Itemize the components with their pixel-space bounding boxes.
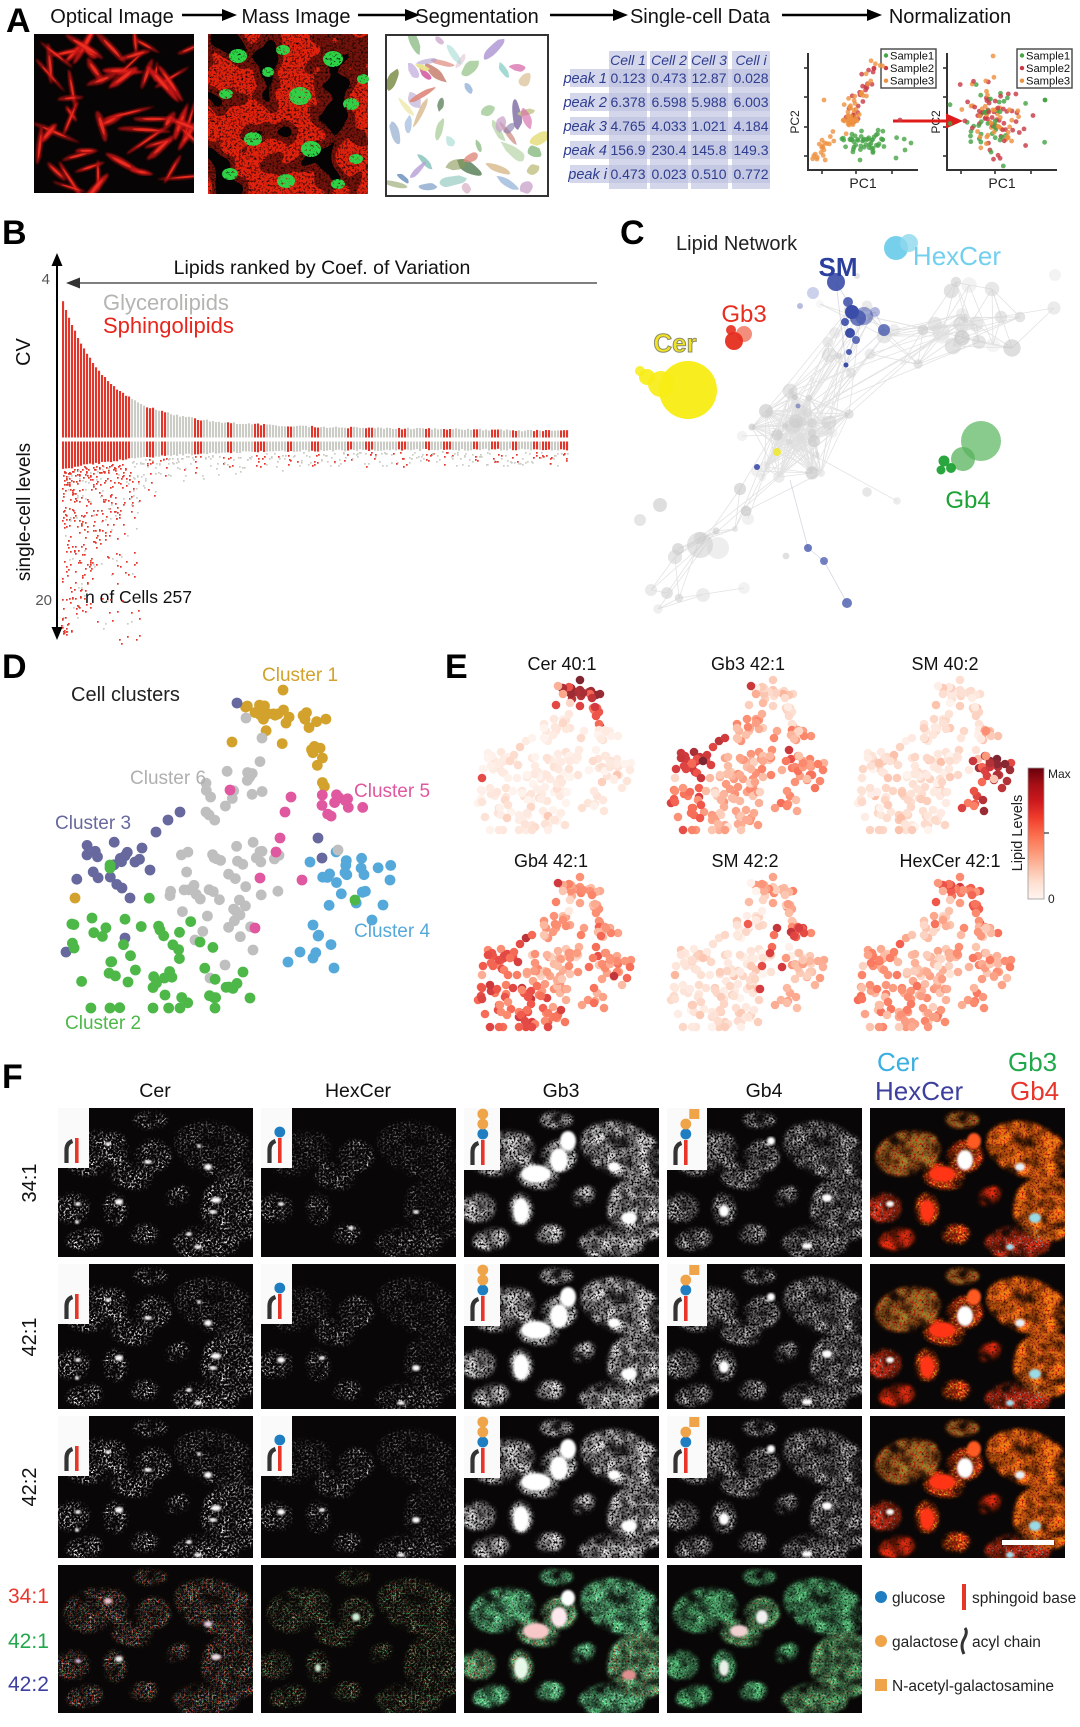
- svg-text:Sample3: Sample3: [1026, 76, 1070, 88]
- svg-text:Mass Image: Mass Image: [242, 6, 351, 28]
- svg-text:Lipid Levels: Lipid Levels: [1010, 795, 1026, 872]
- svg-text:42:2: 42:2: [8, 1673, 49, 1696]
- svg-text:Cell clusters: Cell clusters: [71, 684, 180, 706]
- svg-text:peak 4: peak 4: [562, 143, 607, 159]
- svg-text:Gb3 42:1: Gb3 42:1: [711, 654, 785, 674]
- svg-text:Lipids ranked by Coef. of Vari: Lipids ranked by Coef. of Variation: [174, 257, 471, 279]
- svg-text:6.378: 6.378: [610, 94, 645, 110]
- svg-text:Normalization: Normalization: [889, 6, 1011, 28]
- svg-text:149.3: 149.3: [733, 142, 768, 158]
- svg-text:4.033: 4.033: [651, 118, 686, 134]
- svg-text:HexCer: HexCer: [325, 1080, 392, 1102]
- svg-text:Gb4 42:1: Gb4 42:1: [514, 851, 588, 871]
- svg-text:0: 0: [1048, 892, 1055, 906]
- svg-text:Cer: Cer: [139, 1080, 171, 1102]
- svg-text:6.598: 6.598: [651, 94, 686, 110]
- svg-text:peak 1: peak 1: [562, 71, 607, 87]
- svg-text:Cluster 1: Cluster 1: [262, 665, 338, 686]
- svg-text:C: C: [620, 214, 645, 252]
- svg-text:single-cell levels: single-cell levels: [14, 443, 35, 581]
- svg-text:A: A: [6, 2, 31, 40]
- svg-text:Lipid Network: Lipid Network: [676, 233, 798, 255]
- svg-text:Cell 2: Cell 2: [651, 52, 687, 68]
- svg-text:Sample2: Sample2: [1026, 63, 1070, 75]
- svg-text:Cell 3: Cell 3: [691, 52, 727, 68]
- svg-text:SM: SM: [819, 252, 858, 282]
- svg-text:acyl chain: acyl chain: [972, 1634, 1041, 1651]
- svg-text:Sample3: Sample3: [890, 76, 934, 88]
- svg-text:peak i: peak i: [567, 167, 607, 183]
- svg-text:PC1: PC1: [849, 175, 876, 191]
- svg-text:E: E: [445, 648, 468, 686]
- svg-text:4: 4: [42, 271, 50, 288]
- svg-text:galactose: galactose: [892, 1634, 958, 1651]
- svg-text:Cer 40:1: Cer 40:1: [527, 654, 596, 674]
- svg-text:PC1: PC1: [988, 175, 1015, 191]
- svg-text:Sample1: Sample1: [1026, 51, 1070, 63]
- svg-text:Cell i: Cell i: [735, 52, 767, 68]
- svg-text:0.473: 0.473: [651, 70, 686, 86]
- svg-text:B: B: [2, 214, 27, 252]
- svg-text:Max: Max: [1048, 767, 1071, 781]
- svg-text:Gb3: Gb3: [721, 301, 766, 328]
- svg-text:0.123: 0.123: [610, 70, 645, 86]
- svg-text:Gb3: Gb3: [543, 1080, 580, 1102]
- svg-text:Cluster 3: Cluster 3: [55, 813, 131, 834]
- svg-text:Gb4: Gb4: [945, 487, 990, 514]
- svg-text:HexCer: HexCer: [913, 241, 1001, 271]
- svg-text:Cluster 2: Cluster 2: [65, 1013, 141, 1034]
- svg-text:0.510: 0.510: [691, 166, 726, 182]
- svg-text:4.184: 4.184: [733, 118, 768, 134]
- svg-text:HexCer 42:1: HexCer 42:1: [899, 851, 1000, 871]
- svg-text:0.028: 0.028: [733, 70, 768, 86]
- svg-text:Cell 1: Cell 1: [610, 52, 646, 68]
- svg-text:Optical Image: Optical Image: [50, 6, 173, 28]
- svg-text:Cluster 4: Cluster 4: [354, 921, 430, 942]
- svg-text:Cer: Cer: [653, 328, 696, 358]
- svg-text:156.9: 156.9: [610, 142, 645, 158]
- svg-text:N-acetyl-galactosamine: N-acetyl-galactosamine: [892, 1678, 1054, 1695]
- svg-text:20: 20: [35, 592, 52, 609]
- svg-text:n of Cells 257: n of Cells 257: [85, 587, 192, 607]
- svg-text:HexCer: HexCer: [875, 1076, 963, 1106]
- svg-text:42:2: 42:2: [19, 1468, 41, 1507]
- svg-text:145.8: 145.8: [691, 142, 726, 158]
- svg-text:0.473: 0.473: [610, 166, 645, 182]
- svg-text:6.003: 6.003: [733, 94, 768, 110]
- svg-text:sphingoid base: sphingoid base: [972, 1590, 1076, 1607]
- svg-text:230.4: 230.4: [651, 142, 686, 158]
- svg-text:Sample1: Sample1: [890, 51, 934, 63]
- svg-text:PC2: PC2: [788, 110, 802, 134]
- svg-text:4.765: 4.765: [610, 118, 645, 134]
- svg-text:0.023: 0.023: [651, 166, 686, 182]
- svg-text:1.021: 1.021: [691, 118, 726, 134]
- svg-text:SM 40:2: SM 40:2: [911, 654, 978, 674]
- svg-text:34:1: 34:1: [8, 1585, 49, 1608]
- svg-text:SM 42:2: SM 42:2: [711, 851, 778, 871]
- svg-text:Gb4: Gb4: [746, 1080, 783, 1102]
- svg-text:Segmentation: Segmentation: [415, 6, 538, 28]
- svg-text:42:1: 42:1: [8, 1630, 49, 1653]
- svg-text:CV: CV: [13, 337, 35, 365]
- svg-text:D: D: [2, 648, 27, 686]
- svg-text:Cer: Cer: [877, 1047, 919, 1077]
- svg-text:Cluster 6: Cluster 6: [130, 768, 206, 789]
- svg-text:Gb4: Gb4: [1010, 1076, 1059, 1106]
- svg-text:34:1: 34:1: [19, 1164, 41, 1203]
- svg-text:Cluster 5: Cluster 5: [354, 781, 430, 802]
- svg-text:Glycerolipids: Glycerolipids: [103, 290, 229, 315]
- svg-text:Single-cell Data: Single-cell Data: [630, 6, 771, 28]
- svg-text:Sample2: Sample2: [890, 63, 934, 75]
- svg-text:F: F: [2, 1058, 23, 1096]
- svg-text:Gb3: Gb3: [1008, 1047, 1057, 1077]
- svg-text:5.988: 5.988: [691, 94, 726, 110]
- svg-text:0.772: 0.772: [733, 166, 768, 182]
- svg-text:12.87: 12.87: [691, 70, 726, 86]
- svg-text:peak 3: peak 3: [562, 119, 607, 135]
- svg-text:42:1: 42:1: [19, 1318, 41, 1357]
- svg-text:glucose: glucose: [892, 1590, 945, 1607]
- svg-text:Sphingolipids: Sphingolipids: [103, 313, 234, 338]
- svg-text:peak 2: peak 2: [562, 95, 607, 111]
